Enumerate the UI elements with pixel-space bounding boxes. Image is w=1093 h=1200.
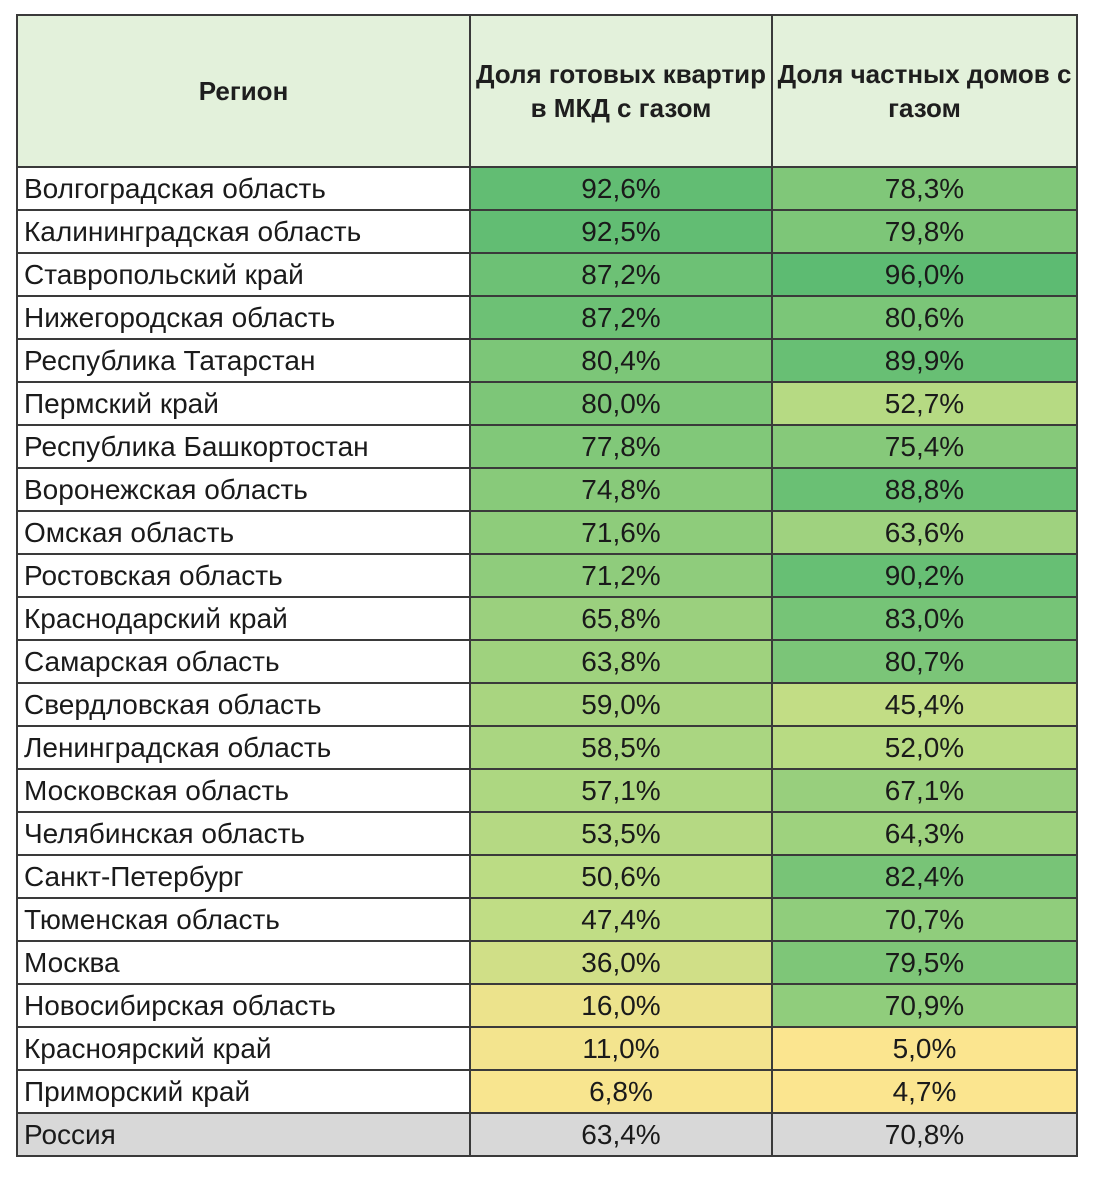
private-share-cell: 90,2% xyxy=(771,553,1078,598)
table-row: Ленинградская область 58,5% 52,0% xyxy=(16,725,1078,770)
table-row: Красноярский край 11,0% 5,0% xyxy=(16,1026,1078,1071)
region-cell: Приморский край xyxy=(16,1069,471,1114)
table-row: Челябинская область 53,5% 64,3% xyxy=(16,811,1078,856)
private-share-cell: 5,0% xyxy=(771,1026,1078,1071)
table-row: Пермский край 80,0% 52,7% xyxy=(16,381,1078,426)
header-region: Регион xyxy=(16,14,471,168)
private-share-cell: 64,3% xyxy=(771,811,1078,856)
private-share-cell: 78,3% xyxy=(771,166,1078,211)
region-cell: Воронежская область xyxy=(16,467,471,512)
total-mkd-share-cell: 63,4% xyxy=(469,1112,773,1157)
gas-share-table: Регион Доля готовых квартир в МКД с газо… xyxy=(16,14,1078,1157)
mkd-share-cell: 71,2% xyxy=(469,553,773,598)
region-cell: Красноярский край xyxy=(16,1026,471,1071)
table-row: Омская область 71,6% 63,6% xyxy=(16,510,1078,555)
mkd-share-cell: 80,4% xyxy=(469,338,773,383)
table-row: Республика Татарстан 80,4% 89,9% xyxy=(16,338,1078,383)
total-region-cell: Россия xyxy=(16,1112,471,1157)
region-cell: Санкт-Петербург xyxy=(16,854,471,899)
header-mkd-share: Доля готовых квартир в МКД с газом xyxy=(469,14,773,168)
region-cell: Ростовская область xyxy=(16,553,471,598)
table-row: Краснодарский край 65,8% 83,0% xyxy=(16,596,1078,641)
table-row: Санкт-Петербург 50,6% 82,4% xyxy=(16,854,1078,899)
table-row: Приморский край 6,8% 4,7% xyxy=(16,1069,1078,1114)
table-row: Калининградская область 92,5% 79,8% xyxy=(16,209,1078,254)
total-row: Россия 63,4% 70,8% xyxy=(16,1112,1078,1157)
table-row: Самарская область 63,8% 80,7% xyxy=(16,639,1078,684)
mkd-share-cell: 87,2% xyxy=(469,295,773,340)
table-row: Ростовская область 71,2% 90,2% xyxy=(16,553,1078,598)
mkd-share-cell: 63,8% xyxy=(469,639,773,684)
mkd-share-cell: 71,6% xyxy=(469,510,773,555)
table-row: Свердловская область 59,0% 45,4% xyxy=(16,682,1078,727)
region-cell: Калининградская область xyxy=(16,209,471,254)
total-private-share-cell: 70,8% xyxy=(771,1112,1078,1157)
region-cell: Самарская область xyxy=(16,639,471,684)
private-share-cell: 63,6% xyxy=(771,510,1078,555)
private-share-cell: 96,0% xyxy=(771,252,1078,297)
mkd-share-cell: 36,0% xyxy=(469,940,773,985)
region-cell: Челябинская область xyxy=(16,811,471,856)
table-row: Москва 36,0% 79,5% xyxy=(16,940,1078,985)
table-row: Московская область 57,1% 67,1% xyxy=(16,768,1078,813)
table-row: Новосибирская область 16,0% 70,9% xyxy=(16,983,1078,1028)
private-share-cell: 67,1% xyxy=(771,768,1078,813)
region-cell: Свердловская область xyxy=(16,682,471,727)
private-share-cell: 75,4% xyxy=(771,424,1078,469)
private-share-cell: 52,0% xyxy=(771,725,1078,770)
mkd-share-cell: 87,2% xyxy=(469,252,773,297)
mkd-share-cell: 50,6% xyxy=(469,854,773,899)
table-row: Тюменская область 47,4% 70,7% xyxy=(16,897,1078,942)
region-cell: Омская область xyxy=(16,510,471,555)
region-cell: Ленинградская область xyxy=(16,725,471,770)
mkd-share-cell: 77,8% xyxy=(469,424,773,469)
private-share-cell: 79,5% xyxy=(771,940,1078,985)
private-share-cell: 80,6% xyxy=(771,295,1078,340)
table-row: Воронежская область 74,8% 88,8% xyxy=(16,467,1078,512)
mkd-share-cell: 74,8% xyxy=(469,467,773,512)
table-row: Ставропольский край 87,2% 96,0% xyxy=(16,252,1078,297)
private-share-cell: 70,9% xyxy=(771,983,1078,1028)
mkd-share-cell: 53,5% xyxy=(469,811,773,856)
private-share-cell: 89,9% xyxy=(771,338,1078,383)
mkd-share-cell: 80,0% xyxy=(469,381,773,426)
mkd-share-cell: 65,8% xyxy=(469,596,773,641)
private-share-cell: 79,8% xyxy=(771,209,1078,254)
region-cell: Нижегородская область xyxy=(16,295,471,340)
private-share-cell: 80,7% xyxy=(771,639,1078,684)
private-share-cell: 82,4% xyxy=(771,854,1078,899)
mkd-share-cell: 16,0% xyxy=(469,983,773,1028)
region-cell: Московская область xyxy=(16,768,471,813)
table-body: Волгоградская область 92,6% 78,3% Калинингр… xyxy=(16,166,1078,1157)
header-private-share: Доля частных домов с газом xyxy=(771,14,1078,168)
mkd-share-cell: 92,5% xyxy=(469,209,773,254)
region-cell: Новосибирская область xyxy=(16,983,471,1028)
region-cell: Волгоградская область xyxy=(16,166,471,211)
mkd-share-cell: 11,0% xyxy=(469,1026,773,1071)
region-cell: Ставропольский край xyxy=(16,252,471,297)
mkd-share-cell: 47,4% xyxy=(469,897,773,942)
private-share-cell: 4,7% xyxy=(771,1069,1078,1114)
mkd-share-cell: 59,0% xyxy=(469,682,773,727)
header-row: Регион Доля готовых квартир в МКД с газо… xyxy=(16,14,1078,168)
region-cell: Тюменская область xyxy=(16,897,471,942)
table-row: Республика Башкортостан 77,8% 75,4% xyxy=(16,424,1078,469)
mkd-share-cell: 6,8% xyxy=(469,1069,773,1114)
private-share-cell: 83,0% xyxy=(771,596,1078,641)
region-cell: Республика Татарстан xyxy=(16,338,471,383)
region-cell: Пермский край xyxy=(16,381,471,426)
private-share-cell: 70,7% xyxy=(771,897,1078,942)
table-row: Волгоградская область 92,6% 78,3% xyxy=(16,166,1078,211)
region-cell: Москва xyxy=(16,940,471,985)
table-row: Нижегородская область 87,2% 80,6% xyxy=(16,295,1078,340)
private-share-cell: 52,7% xyxy=(771,381,1078,426)
region-cell: Краснодарский край xyxy=(16,596,471,641)
mkd-share-cell: 58,5% xyxy=(469,725,773,770)
region-cell: Республика Башкортостан xyxy=(16,424,471,469)
mkd-share-cell: 57,1% xyxy=(469,768,773,813)
private-share-cell: 88,8% xyxy=(771,467,1078,512)
private-share-cell: 45,4% xyxy=(771,682,1078,727)
mkd-share-cell: 92,6% xyxy=(469,166,773,211)
